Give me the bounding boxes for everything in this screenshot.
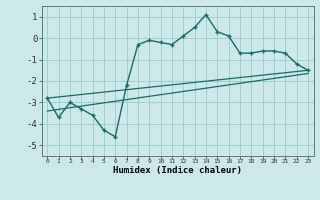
X-axis label: Humidex (Indice chaleur): Humidex (Indice chaleur) bbox=[113, 166, 242, 175]
